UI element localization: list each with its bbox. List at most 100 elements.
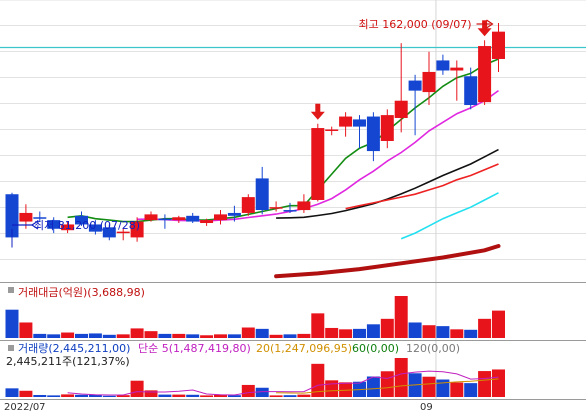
volume-bar — [436, 379, 450, 397]
volume-ma5-legend: 단순 5(1,487,419,80) — [138, 342, 251, 355]
candle-body — [436, 60, 450, 71]
volume-bar — [200, 395, 214, 397]
candles — [5, 23, 505, 248]
candle-body — [283, 210, 297, 212]
volume-ma5-line — [67, 370, 499, 396]
candle-body — [394, 100, 408, 118]
trading-value-bar — [214, 334, 227, 338]
trading-value-bar — [241, 327, 255, 338]
candle-body — [241, 197, 255, 213]
volume-ma60-legend: 60(0,00) — [352, 342, 399, 355]
trading-value-bar — [353, 328, 366, 338]
volume-bar — [478, 371, 492, 397]
trading-value-bars — [5, 296, 505, 338]
volume-bar — [255, 387, 269, 397]
ma-line-long — [274, 244, 501, 279]
trading-value-bar — [283, 334, 297, 338]
trading-value-bar — [394, 296, 408, 338]
volume-bar — [311, 363, 325, 397]
candle-body — [214, 214, 227, 221]
volume-bar — [464, 383, 478, 397]
trading-value-bar — [408, 322, 422, 338]
volume-bar — [116, 395, 130, 397]
volume-bar — [283, 395, 297, 397]
volume-ma20-legend: 20(1,247,096,95) — [256, 342, 352, 355]
signal-arrow-stem — [315, 103, 321, 113]
candle-body — [408, 80, 422, 91]
volume-bars — [5, 358, 505, 397]
min-pointer-head — [30, 220, 39, 230]
candle-body — [366, 116, 380, 152]
candle-body — [339, 116, 353, 127]
candle-body — [75, 215, 88, 225]
volume-bar — [47, 395, 61, 397]
trading-value-bar — [478, 318, 492, 338]
signal-arrow-head — [310, 111, 325, 120]
volume-bar — [297, 394, 311, 397]
volume-bar — [380, 371, 394, 397]
candle-body — [88, 224, 102, 232]
trading-value-bar — [130, 328, 144, 338]
volume-bar — [450, 382, 464, 397]
candle-body — [311, 128, 325, 200]
trading-value-bar — [464, 329, 478, 338]
volume-bar — [394, 358, 408, 397]
trading-value-bar — [200, 335, 214, 338]
candle-body — [47, 220, 61, 229]
panel-marker — [8, 345, 14, 351]
volume-bar — [158, 394, 172, 397]
volume-bar — [144, 390, 158, 397]
volume-bar — [88, 394, 102, 397]
volume-bar — [422, 376, 436, 397]
x-label-sep: 09 — [420, 402, 433, 413]
volume-bar — [241, 384, 255, 397]
max-pointer-head — [486, 19, 494, 29]
volume-bar — [325, 380, 339, 397]
ma-line-20 — [276, 148, 499, 219]
candle-body — [5, 194, 19, 238]
trading-value-bar — [339, 329, 353, 338]
volume-bar — [492, 369, 505, 397]
trading-value-bar — [19, 322, 33, 338]
trading-value-bar — [186, 334, 200, 338]
trading-value-bar — [227, 334, 241, 338]
trading-value-bar — [33, 333, 47, 338]
candle-body — [186, 215, 200, 222]
trading-value-bar — [144, 331, 158, 338]
candle-body — [172, 217, 186, 221]
volume-bar — [75, 394, 88, 397]
volume-ma20-line — [276, 378, 499, 394]
trading-value-bar — [75, 333, 88, 338]
candle-body — [116, 231, 130, 234]
volume-bar — [366, 376, 380, 397]
candle-body — [353, 119, 366, 127]
volume-bar — [186, 394, 200, 397]
volume-legend: 거래량(2,445,211,00) — [18, 342, 130, 355]
ma-line-5 — [67, 58, 499, 223]
volume-bar — [5, 388, 19, 397]
candle-body — [450, 67, 464, 71]
trading-value-bar — [116, 334, 130, 338]
volume-bar — [33, 394, 47, 397]
trading-value-bar — [61, 332, 75, 338]
candle-body — [130, 221, 144, 238]
trading-value-bar — [47, 334, 61, 338]
candle-body — [227, 212, 241, 216]
volume-bar — [269, 395, 283, 397]
trading-value-bar — [366, 324, 380, 338]
trading-value-bar — [297, 333, 311, 338]
volume-bar — [172, 394, 186, 397]
trading-value-bar — [311, 313, 325, 338]
volume-bar — [227, 395, 241, 397]
trading-value-bar — [492, 310, 505, 338]
trading-value-bar — [88, 333, 102, 338]
trading-value-bar — [450, 329, 464, 338]
volume-bar — [61, 394, 75, 397]
candle-body — [297, 201, 311, 211]
signal-arrow-head — [477, 28, 492, 37]
trading-value-title: 거래대금(억원)(3,688,98) — [18, 286, 145, 299]
max-price-label: 최고 162,000 (09/07) — [359, 18, 472, 31]
candle-body — [422, 71, 436, 93]
candle-body — [380, 115, 394, 141]
